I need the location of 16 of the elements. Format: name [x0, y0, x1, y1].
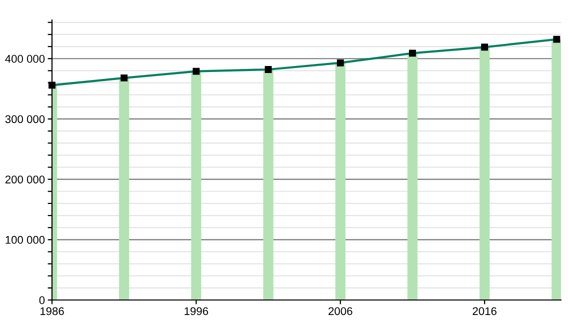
y-tick-label: 0 — [39, 296, 45, 304]
x-tick-label: 2016 — [472, 307, 496, 316]
y-tick-label: 200 000 — [5, 176, 45, 184]
bar — [335, 62, 346, 300]
bar — [480, 47, 490, 300]
bar — [119, 78, 130, 300]
x-tick-label: 1986 — [40, 307, 64, 316]
y-tick-label: 300 000 — [5, 115, 45, 124]
bar — [552, 39, 561, 300]
x-tick-label: 2006 — [328, 307, 352, 316]
bar — [407, 53, 418, 300]
y-tick-label: 100 000 — [6, 236, 45, 244]
bar — [191, 71, 202, 300]
bar — [263, 69, 274, 300]
y-tick-label: 400 000 — [5, 54, 45, 63]
x-tick-label: 1996 — [184, 307, 208, 316]
